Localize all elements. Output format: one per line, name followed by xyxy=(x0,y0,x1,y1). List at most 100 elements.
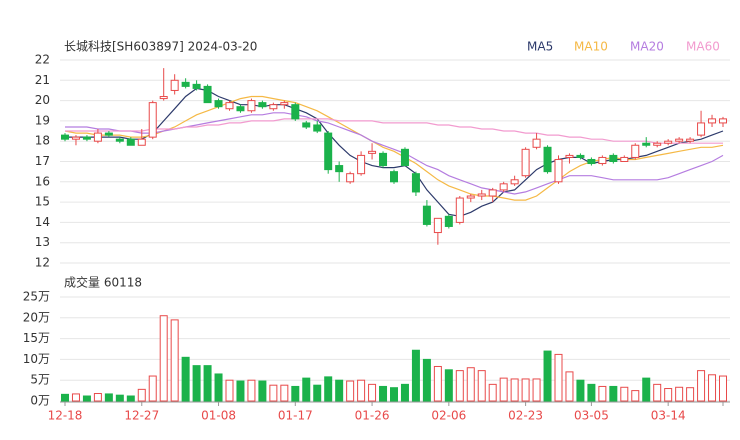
volume-bar xyxy=(411,349,420,402)
volume-bar xyxy=(324,376,333,402)
candle-body xyxy=(664,140,673,144)
candle-body xyxy=(214,100,223,108)
volume-tick-label: 20万 xyxy=(23,310,50,324)
ma-line xyxy=(65,87,724,217)
y-tick-label: 16 xyxy=(35,174,50,188)
candle-body xyxy=(104,132,113,136)
volume-bar xyxy=(335,379,344,402)
candle-body xyxy=(324,132,333,171)
y-tick-label: 20 xyxy=(35,93,50,107)
volume-bar xyxy=(159,315,168,402)
volume-bar xyxy=(686,387,695,402)
volume-bar xyxy=(93,393,102,402)
candle-body xyxy=(71,136,80,140)
y-tick-label: 13 xyxy=(35,235,50,249)
legend-entry: MA5 xyxy=(527,40,553,54)
volume-tick-label: 0万 xyxy=(30,394,50,408)
candle-body xyxy=(433,217,442,234)
candle-body xyxy=(488,189,497,197)
candle-body xyxy=(719,118,727,124)
volume-bar xyxy=(291,385,300,402)
candle-body xyxy=(400,148,409,167)
volume-tick-label: 15万 xyxy=(23,331,50,345)
volume-bar xyxy=(400,383,409,402)
volume-bar xyxy=(543,350,552,402)
candle-body xyxy=(247,100,256,112)
candle-body xyxy=(280,102,289,106)
y-tick-label: 17 xyxy=(35,154,50,168)
volume-bar xyxy=(357,379,366,402)
candle-body xyxy=(686,138,695,142)
volume-bar xyxy=(313,384,322,402)
volume-bar xyxy=(104,393,113,402)
volume-bar xyxy=(192,365,201,402)
volume-bar xyxy=(455,370,464,402)
x-tick-label: 03-05 xyxy=(574,409,609,423)
volume-bar xyxy=(499,377,508,402)
candle-body xyxy=(521,148,530,177)
volume-bar xyxy=(521,378,530,402)
candle-body xyxy=(477,193,486,197)
x-tick-label: 01-08 xyxy=(201,409,236,423)
candle-body xyxy=(126,138,135,146)
volume-bar xyxy=(137,388,146,402)
volume-bar xyxy=(115,394,124,402)
candle-body xyxy=(390,171,398,183)
volume-bar xyxy=(225,379,234,402)
volume-bar xyxy=(554,353,563,402)
volume-bar xyxy=(510,378,519,402)
x-tick-label: 02-23 xyxy=(508,409,543,423)
candle-body xyxy=(335,165,344,173)
volume-bar xyxy=(247,379,256,402)
volume-label: 成交量 60118 xyxy=(64,275,142,290)
candle-body xyxy=(137,138,146,146)
candle-body xyxy=(675,138,684,142)
y-tick-label: 14 xyxy=(35,215,50,229)
volume-bar xyxy=(71,393,80,402)
candle-body xyxy=(115,138,124,142)
candle-body xyxy=(653,142,662,146)
candle-body xyxy=(554,158,563,183)
candle-body xyxy=(170,79,179,91)
legend-entry: MA10 xyxy=(574,40,608,54)
volume-bar xyxy=(236,380,245,402)
candle-body xyxy=(291,104,300,120)
ma-line xyxy=(65,118,723,144)
volume-bar xyxy=(214,373,223,402)
candle-body xyxy=(225,102,234,110)
candle-body xyxy=(258,102,267,108)
candle-body xyxy=(203,85,212,104)
volume-bar xyxy=(609,385,618,402)
volume-bar xyxy=(708,374,717,402)
candle-body xyxy=(357,154,366,175)
volume-bar xyxy=(664,388,673,402)
candle-body xyxy=(576,154,585,158)
candle-body xyxy=(93,132,102,142)
volume-tick-label: 25万 xyxy=(23,290,50,304)
candle-body xyxy=(708,118,717,124)
candle-body xyxy=(236,106,245,112)
candle-body xyxy=(543,146,552,173)
candle-body xyxy=(565,154,574,158)
volume-tick-label: 5万 xyxy=(30,373,50,387)
y-tick-label: 21 xyxy=(35,73,50,87)
candle-body xyxy=(499,183,508,191)
candle-body xyxy=(466,195,475,199)
candle-body xyxy=(411,173,420,193)
candle-body xyxy=(620,156,629,163)
candle-body xyxy=(609,154,618,163)
volume-bar xyxy=(532,378,541,402)
x-tick-label: 01-17 xyxy=(278,409,313,423)
candle-body xyxy=(346,173,355,183)
candle-body xyxy=(192,83,201,89)
candle-body xyxy=(631,144,640,158)
candle-body xyxy=(642,142,651,146)
chart-title: 长城科技[SH603897] 2024-03-20 xyxy=(64,40,257,54)
volume-bar xyxy=(379,385,388,402)
candle-body xyxy=(444,215,453,227)
volume-bar xyxy=(598,385,607,402)
volume-bar xyxy=(653,383,662,402)
candle-body xyxy=(587,158,596,165)
y-tick-label: 19 xyxy=(35,113,50,127)
volume-bar xyxy=(148,375,157,402)
